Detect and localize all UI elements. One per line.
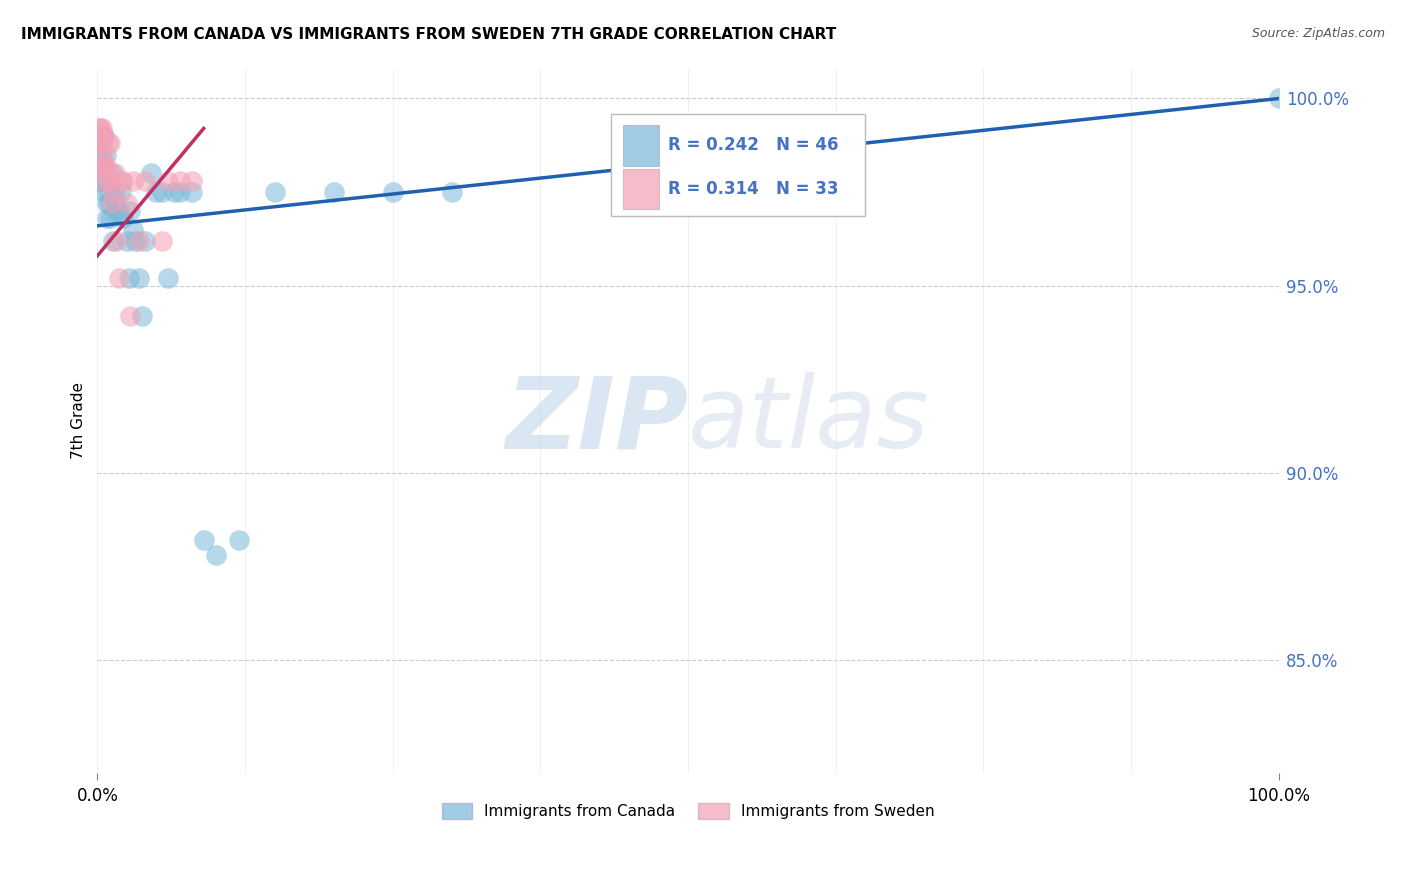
Point <box>120 309 142 323</box>
Point <box>112 211 135 226</box>
Point <box>97 185 120 199</box>
Point <box>93 174 115 188</box>
FancyBboxPatch shape <box>612 114 865 217</box>
Point <box>115 234 138 248</box>
Point <box>150 234 173 248</box>
Point <box>87 121 110 136</box>
Point <box>104 203 127 218</box>
Point <box>169 174 191 188</box>
Point <box>91 128 114 143</box>
Point <box>100 196 122 211</box>
FancyBboxPatch shape <box>623 125 658 166</box>
Point <box>90 174 112 188</box>
Point <box>91 152 114 166</box>
Point <box>180 174 202 188</box>
Point <box>104 166 127 180</box>
Point <box>90 147 112 161</box>
Point <box>121 222 143 236</box>
Point <box>90 159 112 173</box>
Point <box>263 185 285 199</box>
Point <box>100 166 122 180</box>
Point <box>94 147 117 161</box>
Point <box>105 234 128 248</box>
FancyBboxPatch shape <box>623 169 658 210</box>
Point <box>169 185 191 199</box>
Point <box>120 203 142 218</box>
Point <box>93 159 115 173</box>
Point <box>107 203 129 218</box>
Point <box>89 121 111 136</box>
Point <box>98 196 121 211</box>
Point <box>204 549 226 563</box>
Point <box>93 128 115 143</box>
Point <box>91 121 114 136</box>
Point <box>94 159 117 173</box>
Text: R = 0.314   N = 33: R = 0.314 N = 33 <box>668 180 838 198</box>
Point <box>101 234 124 248</box>
Point <box>115 196 138 211</box>
Point <box>96 211 118 226</box>
Point <box>98 211 121 226</box>
Point <box>107 271 129 285</box>
Point <box>110 185 132 199</box>
Point <box>163 185 186 199</box>
Point <box>98 174 121 188</box>
Point <box>105 196 128 211</box>
Point <box>98 136 121 151</box>
Point <box>87 128 110 143</box>
Point <box>91 174 114 188</box>
Legend: Immigrants from Canada, Immigrants from Sweden: Immigrants from Canada, Immigrants from … <box>436 797 941 825</box>
Point <box>131 309 153 323</box>
Point <box>440 185 463 199</box>
Point <box>97 136 120 151</box>
Point <box>89 136 111 151</box>
Text: atlas: atlas <box>688 372 929 469</box>
Point <box>322 185 344 199</box>
Point <box>139 166 162 180</box>
Point <box>134 234 156 248</box>
Point <box>145 185 167 199</box>
Point <box>101 185 124 199</box>
Point <box>150 185 173 199</box>
Point <box>180 185 202 199</box>
Point <box>128 234 150 248</box>
Point <box>228 533 250 548</box>
Point <box>90 136 112 151</box>
Point <box>134 174 156 188</box>
Point <box>93 185 115 199</box>
Point <box>193 533 215 548</box>
Point <box>128 271 150 285</box>
Point <box>157 174 180 188</box>
Point <box>91 128 114 143</box>
Text: ZIP: ZIP <box>505 372 688 469</box>
Point <box>96 196 118 211</box>
Text: R = 0.242   N = 46: R = 0.242 N = 46 <box>668 136 838 154</box>
Point <box>1268 91 1291 105</box>
Text: IMMIGRANTS FROM CANADA VS IMMIGRANTS FROM SWEDEN 7TH GRADE CORRELATION CHART: IMMIGRANTS FROM CANADA VS IMMIGRANTS FRO… <box>21 27 837 42</box>
Point <box>124 234 146 248</box>
Point <box>91 136 114 151</box>
Point <box>89 136 111 151</box>
Point <box>118 271 141 285</box>
Y-axis label: 7th Grade: 7th Grade <box>72 382 86 459</box>
Point <box>91 159 114 173</box>
Point <box>381 185 404 199</box>
Point <box>110 174 132 188</box>
Point <box>112 174 135 188</box>
Text: Source: ZipAtlas.com: Source: ZipAtlas.com <box>1251 27 1385 40</box>
Point <box>735 185 758 199</box>
Point <box>103 185 125 199</box>
Point <box>157 271 180 285</box>
Point <box>121 174 143 188</box>
Point <box>96 166 118 180</box>
